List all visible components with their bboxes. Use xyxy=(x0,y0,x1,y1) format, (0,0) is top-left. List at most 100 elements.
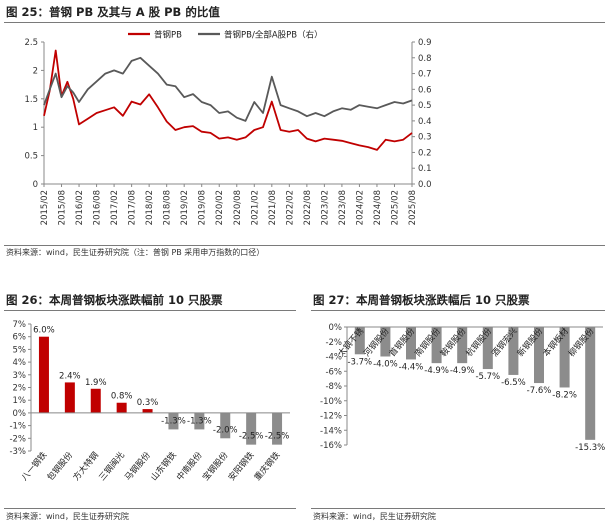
bar xyxy=(272,412,283,445)
y-tick-label: 1% xyxy=(13,396,27,406)
x-tick-label: 2019/08 xyxy=(198,190,208,225)
pb-line-chart: 0 0.5 1 1.5 2 2.5 0.0 0.1 0.2 0.3 0.4 0.5 0.6 0.7 0.8 0… xyxy=(24,30,432,226)
value-label: -4.9% xyxy=(424,366,449,376)
value-label: -8.2% xyxy=(552,390,577,400)
y-left-tick-label: 1.5 xyxy=(24,95,38,105)
y-tick-label: -1% xyxy=(9,422,26,432)
figure-27-bottom-rule xyxy=(311,508,605,509)
value-label: -4.4% xyxy=(399,362,424,372)
value-label: -5.7% xyxy=(475,372,500,382)
category-label: 中南股份 xyxy=(174,449,205,482)
category-label: 包钢股份 xyxy=(45,449,76,482)
y-tick-label: 4% xyxy=(13,358,27,368)
figure-26-bottom-rule xyxy=(4,508,296,509)
x-tick-label: 2015/08 xyxy=(58,190,68,225)
x-tick-label: 2020/08 xyxy=(233,190,243,225)
y-right-tick-label: 0.2 xyxy=(418,148,432,158)
series-line-ratio xyxy=(43,56,413,122)
y-tick-label: -10% xyxy=(320,397,342,407)
bar xyxy=(90,388,101,413)
category-label: 马钢股份 xyxy=(123,449,154,482)
y-right-tick-label: 0.9 xyxy=(418,38,432,48)
y-tick-label: 0% xyxy=(329,323,343,333)
value-label: -4.9% xyxy=(450,366,475,376)
y-tick-label: 5% xyxy=(13,345,27,355)
value-label: -6.5% xyxy=(501,378,526,388)
y-right-tick-label: 0.4 xyxy=(418,117,432,127)
bar xyxy=(194,412,205,430)
value-label: -2.5% xyxy=(265,432,290,442)
bar xyxy=(246,412,257,445)
bar xyxy=(168,412,179,430)
category-label: 宝钢股份 xyxy=(200,449,231,482)
legend-label: 普钢PB/全部A股PB（右） xyxy=(224,30,323,41)
x-tick-label: 2021/02 xyxy=(250,190,260,225)
bar xyxy=(585,327,596,440)
x-tick-label: 2022/02 xyxy=(285,190,295,225)
value-label: -2.5% xyxy=(239,432,264,442)
bar xyxy=(534,327,544,384)
value-label: -1.3% xyxy=(161,416,186,426)
y-tick-label: 0% xyxy=(13,409,27,419)
y-tick-label: -4% xyxy=(325,353,342,363)
bar xyxy=(406,327,416,360)
bar xyxy=(116,402,127,413)
category-label: 重庆钢铁 xyxy=(252,449,283,482)
figure-27-title: 图 27：本周普钢板块涨跌幅后 10 只股票 xyxy=(313,293,530,307)
value-label: 2.4% xyxy=(59,371,81,381)
x-tick-label: 2018/08 xyxy=(163,190,173,225)
figure-27-source: 资料来源：wind，民生证券研究院 xyxy=(313,512,436,521)
value-label: 6.0% xyxy=(33,326,55,336)
top10-bar-chart: 7%6%5%4%3%2%1%0%-1%-2%-3%6.0%八一钢铁2.4%包钢股… xyxy=(9,320,290,483)
x-tick-label: 2024/08 xyxy=(373,190,383,225)
value-label: 0.3% xyxy=(137,398,159,408)
y-tick-label: 7% xyxy=(13,320,27,330)
figure-26-title: 图 26：本周普钢板块涨跌幅前 10 只股票 xyxy=(6,293,223,307)
x-tick-label: 2017/02 xyxy=(110,190,120,225)
y-tick-label: 6% xyxy=(13,333,27,343)
value-label: 1.9% xyxy=(85,378,107,388)
value-label: -3.7% xyxy=(347,357,372,367)
bar xyxy=(457,327,468,364)
y-tick-label: -16% xyxy=(320,441,342,451)
x-tick-label: 2025/08 xyxy=(408,190,418,225)
y-tick-label: 3% xyxy=(13,371,27,381)
figure-27-title-rule xyxy=(311,310,605,311)
y-tick-label: -2% xyxy=(9,434,26,444)
y-right-tick-label: 0.7 xyxy=(418,70,432,80)
figure-25-title: 图 25：普钢 PB 及其与 A 股 PB 的比值 xyxy=(6,5,220,19)
bar xyxy=(220,412,231,439)
value-label: -15.3% xyxy=(575,443,605,453)
y-tick-label: -2% xyxy=(325,338,342,348)
y-right-tick-label: 0.5 xyxy=(418,101,432,111)
y-right-tick-label: 0.0 xyxy=(418,180,432,190)
x-tick-label: 2019/02 xyxy=(180,190,190,225)
category-label: 山东钢铁 xyxy=(148,449,179,482)
legend-label: 普钢PB xyxy=(154,30,182,41)
category-label: 安阳钢铁 xyxy=(226,449,257,482)
x-tick-label: 2015/02 xyxy=(40,190,50,225)
y-left-tick-label: 2.5 xyxy=(24,38,38,48)
y-tick-label: -14% xyxy=(320,426,342,436)
y-tick-label: 2% xyxy=(13,384,27,394)
x-tick-label: 2018/02 xyxy=(145,190,155,225)
y-left-tick-label: 1 xyxy=(33,123,38,133)
figure-25-source: 资料来源：wind，民生证券研究院（注：普钢 PB 采用申万指数的口径） xyxy=(6,248,265,257)
x-tick-label: 2023/02 xyxy=(320,190,330,225)
x-tick-label: 2017/08 xyxy=(128,190,138,225)
y-right-tick-label: 0.3 xyxy=(418,133,432,143)
y-right-tick-label: 0.1 xyxy=(418,164,432,174)
value-label: 0.8% xyxy=(111,392,133,402)
bar xyxy=(38,336,49,413)
bar xyxy=(508,327,519,375)
figure-25-bottom-rule xyxy=(4,245,605,246)
bottom10-bar-chart: 0%-2%-4%-6%-8%-10%-12%-14%-16%-3.7%太钢不锈-… xyxy=(320,323,605,453)
x-tick-label: 2025/02 xyxy=(390,190,400,225)
value-label: -7.6% xyxy=(527,386,552,396)
y-right-tick-label: 0.8 xyxy=(418,54,432,64)
value-label: -2.0% xyxy=(213,425,238,435)
bar xyxy=(380,327,391,357)
y-tick-label: -6% xyxy=(325,367,342,377)
y-tick-label: -12% xyxy=(320,412,342,422)
x-tick-label: 2024/02 xyxy=(355,190,365,225)
